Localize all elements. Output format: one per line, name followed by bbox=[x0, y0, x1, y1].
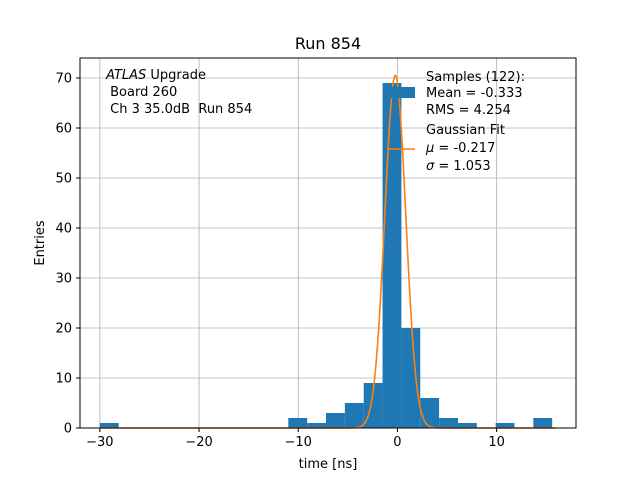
histogram-bar bbox=[382, 83, 402, 428]
y-axis-ticks: 0 10 20 30 40 50 60 70 bbox=[55, 72, 80, 437]
legend-samples-patch bbox=[387, 87, 415, 98]
histogram-bar bbox=[344, 403, 364, 428]
histogram-bar bbox=[495, 423, 515, 428]
legend-mu-value: = -0.217 bbox=[434, 141, 495, 156]
annotation-atlas: ATLAS bbox=[105, 68, 146, 83]
legend-fit-label: Gaussian Fit bbox=[426, 123, 505, 138]
x-tick-label: 10 bbox=[488, 435, 505, 450]
histogram-bar bbox=[533, 418, 553, 428]
histogram-bar bbox=[307, 423, 327, 428]
legend-samples-label: Samples (122): bbox=[426, 70, 525, 85]
histogram-bar bbox=[457, 423, 477, 428]
y-tick-label: 40 bbox=[55, 222, 72, 237]
x-tick-label: −20 bbox=[185, 435, 212, 450]
annotation-line-3: Ch 3 35.0dB Run 854 bbox=[106, 102, 252, 117]
annotation-line-2: Board 260 bbox=[106, 85, 177, 100]
chart-title: Run 854 bbox=[295, 34, 361, 53]
legend-samples-mean: Mean = -0.333 bbox=[426, 86, 522, 101]
legend-mu-symbol: μ bbox=[425, 141, 434, 156]
histogram-bar bbox=[401, 328, 421, 428]
legend-fit-mu: μ = -0.217 bbox=[425, 141, 495, 156]
legend: Samples (122): Mean = -0.333 RMS = 4.254… bbox=[387, 70, 525, 174]
atlas-annotation: ATLAS Upgrade Board 260 Ch 3 35.0dB Run … bbox=[105, 68, 252, 117]
histogram-bar bbox=[439, 418, 458, 428]
y-tick-label: 70 bbox=[55, 72, 72, 87]
y-axis-label: Entries bbox=[33, 220, 48, 266]
legend-sigma-value: = 1.053 bbox=[434, 159, 490, 174]
x-tick-label: −30 bbox=[86, 435, 113, 450]
histogram-bar bbox=[99, 423, 119, 428]
x-tick-label: −10 bbox=[285, 435, 312, 450]
legend-fit-sigma: σ = 1.053 bbox=[426, 159, 491, 174]
histogram-bars bbox=[99, 83, 553, 428]
y-tick-label: 10 bbox=[55, 372, 72, 387]
y-tick-label: 20 bbox=[55, 322, 72, 337]
legend-samples-rms: RMS = 4.254 bbox=[426, 103, 511, 118]
y-tick-label: 50 bbox=[55, 172, 72, 187]
y-tick-label: 0 bbox=[64, 422, 72, 437]
histogram-bar bbox=[420, 398, 440, 428]
x-axis-ticks: −30 −20 −10 0 10 bbox=[86, 428, 505, 450]
annotation-line-1: ATLAS Upgrade bbox=[105, 68, 206, 83]
y-tick-label: 30 bbox=[55, 272, 72, 287]
x-axis-label: time [ns] bbox=[299, 457, 358, 472]
axes-frame bbox=[79, 57, 577, 429]
annotation-upgrade: Upgrade bbox=[146, 68, 206, 83]
histogram-bar bbox=[326, 413, 345, 428]
x-tick-label: 0 bbox=[393, 435, 401, 450]
histogram-bar bbox=[288, 418, 308, 428]
legend-sigma-symbol: σ bbox=[426, 159, 435, 174]
y-tick-label: 60 bbox=[55, 122, 72, 137]
